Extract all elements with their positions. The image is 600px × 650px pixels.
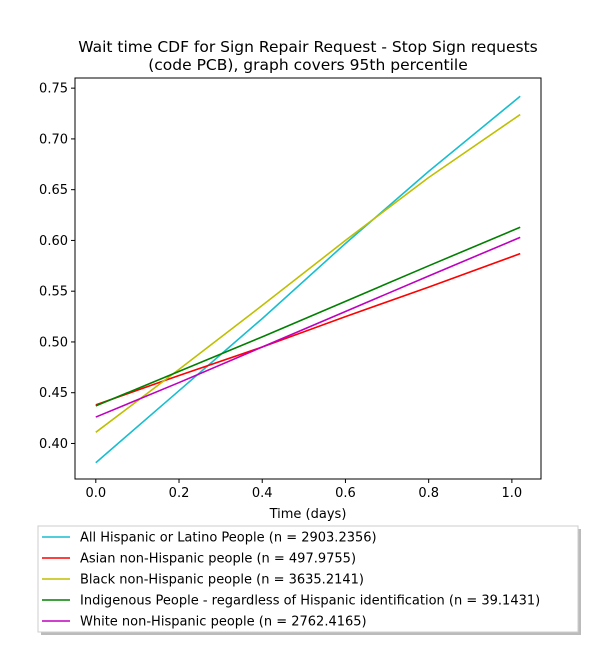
y-tick-label: 0.65: [39, 183, 68, 198]
legend: All Hispanic or Latino People (n = 2903.…: [37, 525, 581, 635]
y-tick-label: 0.75: [39, 82, 68, 97]
x-tick-label: 0.6: [335, 486, 356, 501]
legend-label-1: All Hispanic or Latino People (n = 2903.…: [80, 531, 377, 546]
x-tick-label: 1.0: [502, 486, 523, 501]
legend-label-5: White non-Hispanic people (n = 2762.4165…: [80, 615, 367, 630]
legend-items: All Hispanic or Latino People (n = 2903.…: [42, 531, 540, 630]
axes-frame: [74, 77, 542, 480]
x-axis-label: Time (days): [269, 507, 347, 522]
series-line-5: [95, 236, 521, 418]
y-tick-label: 0.55: [39, 285, 68, 300]
series-line-1: [95, 95, 521, 464]
y-tick-label: 0.45: [39, 386, 68, 401]
series-line-4: [95, 226, 521, 407]
plot-area: 0.0 0.2 0.4 0.6 0.8 1.0 0.400.450.500.550.600…: [39, 77, 542, 501]
legend-label-3: Black non-Hispanic people (n = 3635.2141…: [80, 573, 364, 588]
chart-title-line-1: Wait time CDF for Sign Repair Request - …: [78, 38, 538, 56]
y-tick-label: 0.70: [39, 132, 68, 147]
legend-label-4: Indigenous People - regardless of Hispan…: [80, 594, 540, 609]
legend-box: [37, 525, 579, 633]
x-tick-label: 0.2: [169, 486, 190, 501]
x-axis-ticks: 0.0 0.2 0.4 0.6 0.8 1.0: [85, 479, 522, 501]
y-tick-label: 0.40: [39, 437, 68, 452]
y-axis-ticks: 0.40 0.45 0.50 0.55 0.60 0.65 0.70 0.75: [39, 82, 75, 452]
legend-label-2: Asian non-Hispanic people (n = 497.9755): [80, 552, 356, 567]
x-tick-label: 0.0: [85, 486, 106, 501]
y-tick-label: 0.50: [39, 335, 68, 350]
x-tick-label: 0.4: [252, 486, 273, 501]
series-lines: [95, 95, 521, 464]
y-tick-label: 0.60: [39, 234, 68, 249]
chart-title-line-2: (code PCB), graph covers 95th percentile: [148, 56, 468, 74]
series-line-3: [95, 113, 521, 433]
x-tick-label: 0.8: [418, 486, 439, 501]
